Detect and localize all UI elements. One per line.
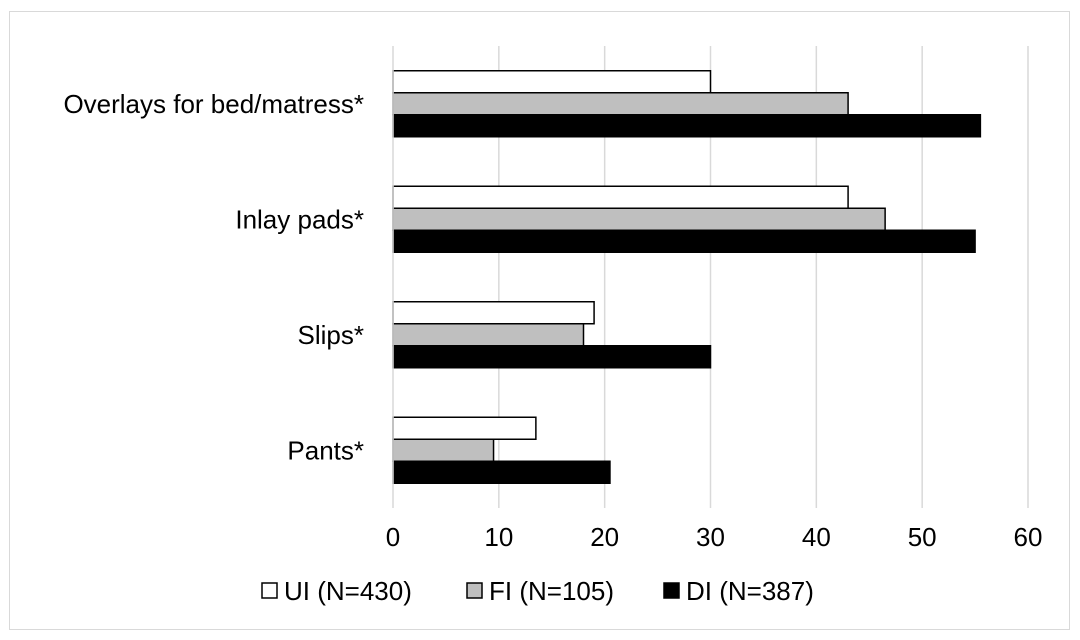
legend-swatch-2 xyxy=(466,582,483,599)
bar-2-3 xyxy=(392,323,585,347)
category-label-2: Inlay pads* xyxy=(235,204,364,234)
x-tick-label-0: 0 xyxy=(386,522,400,552)
bar-2-1 xyxy=(392,92,849,116)
legend: UI (N=430) FI (N=105) DI (N=387) xyxy=(261,576,814,606)
x-tick-label-10: 10 xyxy=(484,522,513,552)
category-labels: Overlays for bed/matress* Inlay pads* Slip… xyxy=(63,89,364,466)
x-tick-label-40: 40 xyxy=(802,522,831,552)
bar-1-3 xyxy=(392,301,595,325)
bar-3-3 xyxy=(392,345,712,369)
legend-label-3: DI (N=387) xyxy=(686,576,814,606)
bar-1-2 xyxy=(392,185,849,209)
bars xyxy=(392,70,982,484)
bar-2-4 xyxy=(392,438,495,462)
legend-swatch-1 xyxy=(261,582,278,599)
bar-3-4 xyxy=(392,460,611,484)
x-tick-label-50: 50 xyxy=(908,522,937,552)
legend-swatch-3 xyxy=(663,582,680,599)
x-tick-label-60: 60 xyxy=(1014,522,1043,552)
bar-3-1 xyxy=(392,114,982,138)
bar-1-1 xyxy=(392,70,712,94)
legend-label-2: FI (N=105) xyxy=(489,576,614,606)
x-tick-label-30: 30 xyxy=(696,522,725,552)
x-tick-label-20: 20 xyxy=(590,522,619,552)
category-label-3: Slips* xyxy=(298,320,364,350)
category-label-1: Overlays for bed/matress* xyxy=(63,89,364,119)
bar-2-2 xyxy=(392,207,886,231)
category-label-4: Pants* xyxy=(287,435,364,465)
bar-3-2 xyxy=(392,229,976,253)
legend-label-1: UI (N=430) xyxy=(284,576,412,606)
x-tick-labels: 0 10 20 30 40 50 60 xyxy=(386,522,1043,552)
bar-1-4 xyxy=(392,416,537,440)
